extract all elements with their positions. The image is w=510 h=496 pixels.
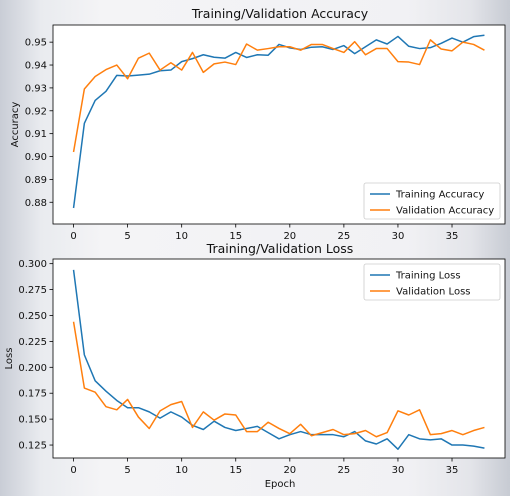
loss-training-series-line xyxy=(72,269,485,450)
loss-legend: Training Loss Validation Loss xyxy=(363,263,501,301)
accuracy-y-tick-label: 0.91 xyxy=(25,129,47,140)
loss-chart-title: Training/Validation Loss xyxy=(206,241,354,256)
loss-y-tick-label: 0.150 xyxy=(18,415,47,426)
accuracy-x-tick-label: 35 xyxy=(446,231,459,242)
accuracy-y-tick-label: 0.89 xyxy=(25,175,47,186)
accuracy-x-tick-label: 15 xyxy=(229,231,242,242)
loss-x-tick-label: 25 xyxy=(338,465,351,476)
accuracy-y-tick-label: 0.88 xyxy=(25,198,47,209)
loss-y-tick-label: 0.175 xyxy=(18,389,47,400)
accuracy-chart-title: Training/Validation Accuracy xyxy=(191,6,369,21)
loss-y-tick-label: 0.250 xyxy=(18,311,47,322)
accuracy-y-axis-label: Accuracy xyxy=(10,102,21,148)
loss-y-tick-label: 0.225 xyxy=(18,337,47,348)
loss-y-tick-label: 0.200 xyxy=(18,363,47,374)
loss-legend-box xyxy=(363,263,501,301)
accuracy-x-tick-label: 5 xyxy=(124,231,130,242)
accuracy-x-tick-label: 25 xyxy=(338,231,351,242)
loss-x-tick-label: 15 xyxy=(229,465,242,476)
loss-x-tick-label: 20 xyxy=(283,465,296,476)
loss-x-tick-label: 0 xyxy=(70,465,76,476)
accuracy-validation-series-line xyxy=(72,39,485,153)
loss-x-tick-label: 35 xyxy=(446,465,459,476)
accuracy-chart: Training/Validation Accuracy Accuracy 0 5… xyxy=(10,6,506,242)
accuracy-y-tick-label: 0.94 xyxy=(25,61,47,72)
loss-axes-frame xyxy=(52,258,506,459)
loss-y-tick-label: 0.275 xyxy=(18,285,47,296)
accuracy-training-legend-label: Training Accuracy xyxy=(395,190,484,201)
accuracy-y-tick-label: 0.90 xyxy=(25,152,47,163)
loss-x-tick-label: 5 xyxy=(124,465,130,476)
accuracy-y-tick-label: 0.92 xyxy=(25,106,47,117)
accuracy-y-tick-label: 0.95 xyxy=(25,38,47,49)
accuracy-y-tick-label: 0.93 xyxy=(25,83,47,94)
accuracy-x-tick-label: 0 xyxy=(70,231,76,242)
loss-y-axis-label: Loss xyxy=(4,348,15,370)
accuracy-legend-box xyxy=(363,182,501,220)
loss-x-tick-label: 30 xyxy=(392,465,405,476)
loss-validation-series-line xyxy=(72,321,485,438)
accuracy-training-series-line xyxy=(72,34,485,209)
accuracy-x-tick-label: 30 xyxy=(392,231,405,242)
accuracy-validation-legend-label: Validation Accuracy xyxy=(396,206,494,217)
accuracy-x-tick-label: 20 xyxy=(283,231,296,242)
loss-chart: Training/Validation Loss Loss Epoch 0 5 10… xyxy=(4,241,506,490)
loss-y-tick-label: 0.125 xyxy=(18,441,47,452)
loss-training-legend-label: Training Loss xyxy=(395,271,461,282)
loss-x-tick-label: 10 xyxy=(175,465,188,476)
loss-x-axis-label: Epoch xyxy=(265,479,296,490)
loss-validation-legend-label: Validation Loss xyxy=(396,287,471,298)
accuracy-axes-frame xyxy=(52,24,506,225)
loss-y-tick-label: 0.300 xyxy=(18,259,47,270)
accuracy-x-tick-label: 10 xyxy=(175,231,188,242)
accuracy-legend: Training Accuracy Validation Accuracy xyxy=(363,182,501,220)
